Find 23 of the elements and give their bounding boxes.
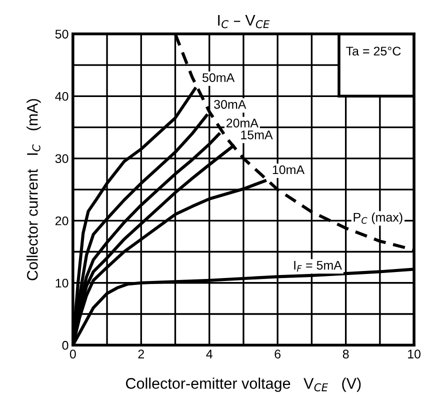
x-tick-label: 10 [408, 350, 420, 358]
y-tick-label: 10 [56, 278, 68, 288]
text: Collector-emitter voltage V$_{CE}$ (V) [126, 378, 361, 392]
annotation: 10mA [272, 165, 305, 174]
chart-title: I$_{C}$ – V$_{CE}$ [218, 15, 270, 28]
annotation: 50mA [202, 73, 235, 82]
y-tick-label: 20 [55, 216, 68, 226]
annotation: P$_{C}$ (max) [354, 212, 402, 224]
annotation: I$_{F}$ = 5mA [294, 260, 342, 272]
y-tick-label: 0 [62, 340, 68, 350]
x-tick-label: 6 [274, 350, 281, 358]
y-tick-label: 40 [55, 92, 68, 101]
annotation: Ta = 25°C [346, 46, 401, 56]
x-tick-label: 8 [342, 350, 349, 358]
annotation: 15mA [241, 130, 273, 140]
x-tick-label: 2 [138, 350, 144, 358]
y-tick-label: 50 [55, 30, 68, 39]
text: Collector current I$_{C}$ (mA) [26, 99, 41, 280]
y-tick-label: 30 [55, 154, 68, 164]
annotation: 20mA [226, 118, 258, 128]
x-tick-label: 0 [70, 350, 76, 358]
x-tick-label: 4 [206, 350, 212, 358]
annotation: 30mA [214, 100, 246, 109]
